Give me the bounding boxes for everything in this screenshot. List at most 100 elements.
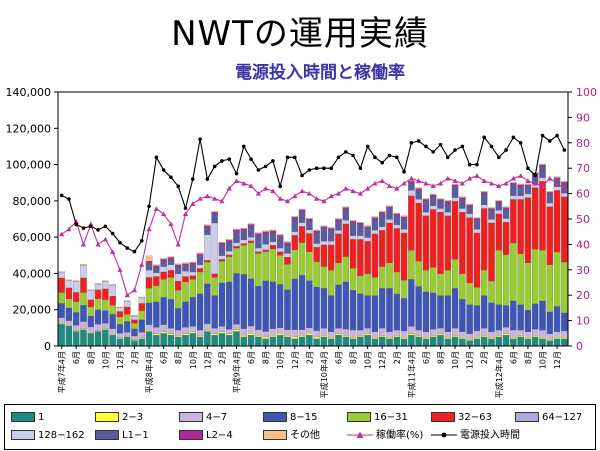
bar-segment <box>204 225 211 228</box>
bar-segment <box>422 331 430 338</box>
series-point <box>365 144 370 149</box>
y2-tick-label: 70 <box>576 162 590 175</box>
series-point <box>561 185 567 191</box>
bar-segment <box>87 299 95 308</box>
bar-segment <box>480 336 488 347</box>
series-point <box>284 198 291 204</box>
bar-segment <box>349 290 357 331</box>
bar-segment <box>196 255 204 265</box>
bar-segment <box>488 338 495 347</box>
y2-tick-label: 10 <box>576 315 590 328</box>
bar-segment <box>262 338 269 347</box>
bar-segment <box>451 197 459 202</box>
bar-segment <box>116 316 124 325</box>
bar-segment <box>561 196 568 263</box>
series-point <box>336 155 341 160</box>
series-point <box>154 155 159 160</box>
series-point <box>241 144 246 149</box>
bar-segment <box>429 267 437 293</box>
bar-segment <box>262 231 269 234</box>
bar-segment <box>444 200 452 202</box>
bar-segment <box>510 199 517 244</box>
bar-segment <box>546 202 554 207</box>
series-point <box>190 201 196 206</box>
bar-segment <box>306 280 313 328</box>
bar-segment <box>451 201 459 260</box>
bar-segment <box>153 333 160 336</box>
bar-segment <box>320 241 328 245</box>
series-point <box>496 183 502 189</box>
bar-segment <box>313 247 320 262</box>
bar-segment <box>72 325 80 331</box>
series-point <box>503 180 509 186</box>
y-tick-label: 20,000 <box>13 304 52 317</box>
series-point <box>124 292 130 298</box>
series-point <box>335 191 342 196</box>
bar-segment <box>145 260 153 264</box>
bar-segment <box>218 331 226 334</box>
bar-segment <box>182 327 189 334</box>
series-point <box>437 180 444 186</box>
bar-segment <box>284 241 291 243</box>
bar-segment <box>488 207 495 209</box>
bar-segment <box>531 336 539 347</box>
bar-segment <box>524 337 532 339</box>
bar-segment <box>517 304 524 331</box>
bar-segment <box>298 211 306 223</box>
bar-segment <box>429 205 437 210</box>
bar-segment <box>138 297 146 304</box>
bar-segment <box>371 337 379 339</box>
bar-segment <box>174 280 182 291</box>
series-point <box>460 144 465 149</box>
x-tick-label: 8月 <box>437 351 446 364</box>
y2-tick-label: 90 <box>576 111 590 124</box>
legend-label: 1 <box>38 412 45 423</box>
bar-segment <box>211 273 218 278</box>
bar-segment <box>386 337 393 339</box>
bar-segment <box>320 228 328 242</box>
bar-segment <box>473 218 481 221</box>
bar-segment <box>459 212 466 274</box>
bar-segment <box>58 271 65 273</box>
series-point <box>161 168 166 172</box>
series-point <box>387 153 392 158</box>
bar-segment <box>284 242 291 245</box>
bar-segment <box>335 333 342 336</box>
bar-segment <box>524 262 532 311</box>
bar-segment <box>327 228 335 231</box>
bar-segment <box>313 338 320 347</box>
bar-segment <box>189 262 197 265</box>
bar-segment <box>349 337 357 339</box>
x-tick-label: 6月 <box>335 351 344 364</box>
bar-segment <box>335 230 342 234</box>
y-tick-label: 0 <box>44 340 51 353</box>
x-tick-label: 6月 <box>72 351 81 364</box>
bar-segment <box>218 241 226 244</box>
bar-segment <box>400 218 408 230</box>
legend-item: 4−7 <box>179 411 227 425</box>
bar-segment <box>255 247 262 252</box>
bar-segment <box>145 329 153 332</box>
bar-segment <box>357 224 364 236</box>
series-point <box>431 150 436 154</box>
series-point <box>117 267 123 272</box>
bar-segment <box>502 333 510 336</box>
bar-segment <box>247 226 255 238</box>
bar-segment <box>553 176 561 178</box>
legend-label: 稼働率(%) <box>376 430 424 441</box>
bar-segment <box>429 196 437 206</box>
bar-segment <box>87 306 95 317</box>
bar-segment <box>415 335 422 338</box>
bar-segment <box>276 247 284 252</box>
bar-segment <box>255 233 262 236</box>
bar-segment <box>546 340 554 347</box>
series-point <box>562 148 567 152</box>
bar-segment <box>160 271 167 280</box>
bar-segment <box>517 195 524 200</box>
bar-segment <box>298 208 306 211</box>
bar-segment <box>313 243 320 248</box>
bar-segment <box>386 219 393 224</box>
bar-segment <box>72 280 80 282</box>
bar-segment <box>247 333 255 336</box>
series-point <box>95 241 101 247</box>
